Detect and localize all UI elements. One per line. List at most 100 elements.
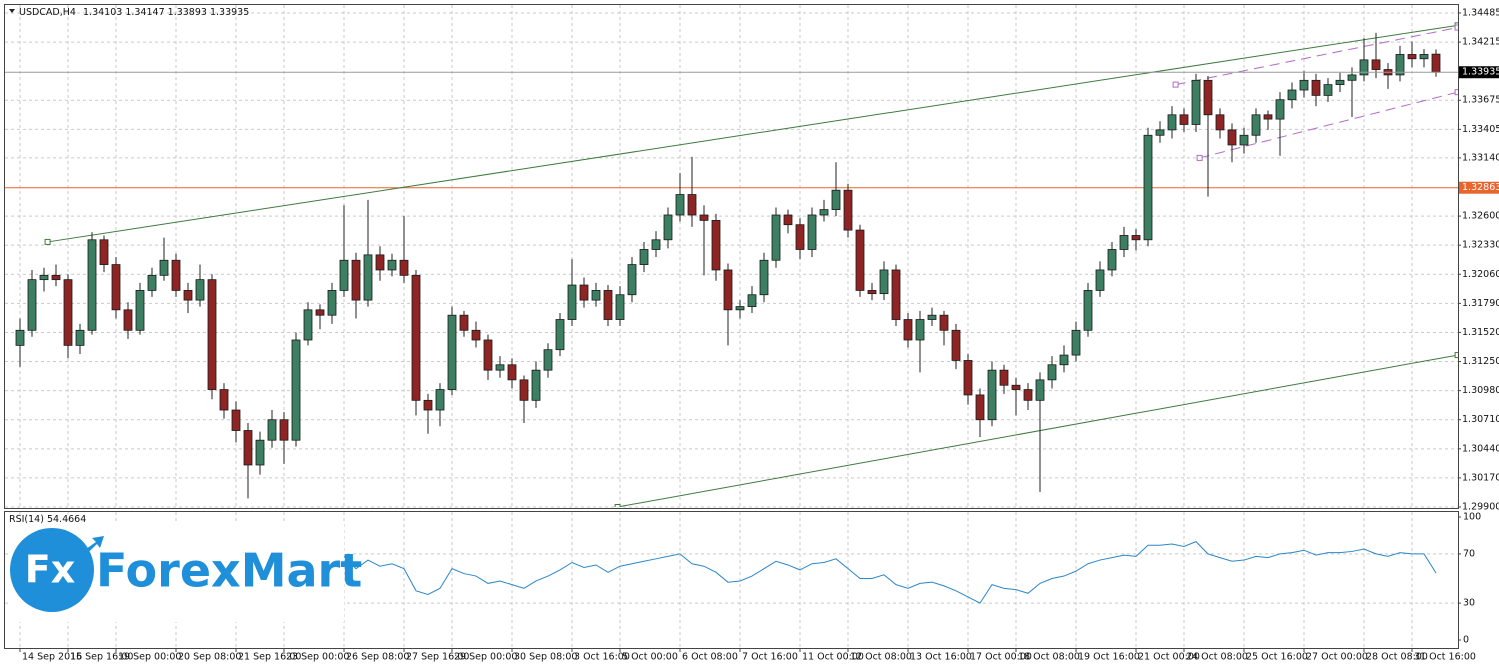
current-price-label: 1.33935: [1462, 67, 1499, 78]
candle-body: [423, 399, 433, 411]
candle-body: [867, 290, 877, 295]
candle-body: [435, 389, 445, 411]
candle-body: [519, 379, 529, 401]
candle-body: [987, 369, 997, 421]
candle-body: [207, 279, 217, 390]
candle-body: [327, 290, 337, 316]
candle-body: [555, 319, 565, 351]
candle-body: [483, 339, 493, 371]
x-tick-label: 3 Oct 16:00: [574, 652, 630, 663]
candle-body: [1371, 59, 1381, 70]
candle-body: [543, 349, 553, 371]
x-tick-label: 29 Sep 00:00: [454, 652, 517, 663]
candle-body: [507, 364, 517, 381]
candle-body: [255, 439, 265, 466]
candle-body: [147, 274, 157, 291]
symbol-menu-icon: [9, 9, 15, 13]
open-value: 1.34103: [83, 7, 122, 18]
candle-body: [999, 369, 1009, 386]
candle-body: [123, 309, 133, 331]
candle-body: [1155, 129, 1165, 136]
candle-body: [1167, 114, 1177, 131]
candle-body: [15, 329, 25, 346]
x-tick-label: 12 Oct 08:00: [850, 652, 912, 663]
y-tick-label: 1.29900: [1462, 502, 1499, 513]
candle-body: [687, 194, 697, 216]
candle-body: [939, 314, 949, 331]
y-tick-label: 1.31520: [1462, 327, 1499, 338]
y-tick-label: 1.34485: [1462, 7, 1499, 18]
current-price-box: [1459, 66, 1499, 79]
y-tick-label: 1.30440: [1462, 443, 1499, 454]
y-tick-label: 1.33405: [1462, 124, 1499, 135]
x-tick-label: 20 Sep 08:00: [178, 652, 241, 663]
rsi-value: 54.4664: [47, 514, 86, 525]
candle-body: [603, 290, 613, 320]
trend-anchor: [1196, 154, 1203, 161]
candle-body: [1323, 84, 1333, 96]
y-tick-label: 1.31790: [1462, 298, 1499, 309]
x-tick-label: 19 Sep 00:00: [118, 652, 181, 663]
candle-body: [399, 259, 409, 276]
candle-body: [267, 419, 277, 441]
rsi-tick-label: 0: [1463, 635, 1469, 646]
candle-body: [963, 360, 973, 396]
trend-anchor: [1454, 89, 1458, 96]
rsi-tick-label: 100: [1463, 512, 1481, 523]
y-tick-label: 1.33675: [1462, 95, 1499, 106]
candle-body: [447, 314, 457, 390]
x-tick-label: 24 Oct 08:00: [1186, 652, 1248, 663]
candle-body: [1227, 129, 1237, 146]
candle-body: [771, 214, 781, 261]
candle-body: [75, 329, 85, 346]
rsi-tick-label: 70: [1463, 548, 1475, 559]
candle-body: [579, 284, 589, 301]
x-tick-label: 6 Oct 08:00: [682, 652, 738, 663]
high-value: 1.34147: [125, 7, 164, 18]
candle-body: [1431, 53, 1441, 73]
candle-body: [1011, 384, 1021, 390]
logo-icon: Fx: [25, 548, 75, 592]
candle-body: [243, 430, 253, 466]
trend-anchor: [1454, 352, 1458, 359]
x-tick-label: 27 Sep 16:00: [406, 652, 469, 663]
candle-body: [591, 290, 601, 301]
candle-body: [1131, 235, 1141, 241]
candle-body: [831, 189, 841, 211]
candle-body: [759, 259, 769, 296]
symbol-header: USDCAD,H4 1.34103 1.34147 1.33893 1.3393…: [19, 7, 249, 18]
candle-body: [627, 264, 637, 296]
watermark: Fx ForexMart: [8, 522, 362, 622]
candle-body: [711, 219, 721, 271]
logo-arrow: [70, 536, 104, 566]
candle-body: [795, 224, 805, 250]
candle-body: [99, 239, 109, 265]
candle-body: [195, 279, 205, 301]
x-tick-label: 19 Oct 16:00: [1078, 652, 1140, 663]
candle-body: [339, 259, 349, 291]
x-tick-label: 15 Sep 16:00: [70, 652, 133, 663]
close-value: 1.33935: [210, 7, 249, 18]
candle-body: [459, 314, 469, 331]
x-tick-label: 5 Oct 00:00: [622, 652, 678, 663]
candle-body: [843, 189, 853, 231]
candle-body: [1215, 114, 1225, 131]
candle-body: [51, 274, 61, 281]
candle-body: [879, 269, 889, 295]
x-tick-label: 21 Sep 16:00: [238, 652, 301, 663]
price-label: 1.32863: [1462, 182, 1499, 193]
x-tick-label: 27 Oct 00:00: [1306, 652, 1368, 663]
candle-body: [315, 309, 325, 316]
candle-body: [927, 314, 937, 320]
candle-body: [651, 239, 661, 250]
candle-body: [1251, 114, 1261, 136]
candle-body: [39, 274, 49, 281]
candle-body: [723, 269, 733, 311]
candle-body: [1275, 99, 1285, 120]
candle-body: [1239, 134, 1249, 146]
x-tick-label: 7 Oct 16:00: [742, 652, 798, 663]
y-tick-label: 1.30170: [1462, 472, 1499, 483]
candle-body: [1143, 134, 1153, 241]
candle-body: [891, 269, 901, 320]
candle-body: [531, 369, 541, 401]
